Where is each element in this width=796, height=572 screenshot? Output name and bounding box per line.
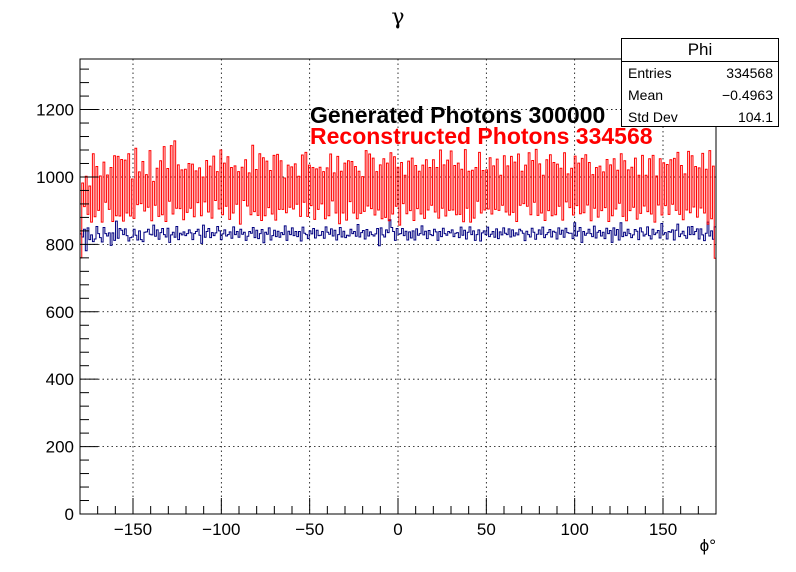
reconstructed-annotation: Reconstructed Photons 334568: [310, 123, 653, 149]
x-tick-label: 100: [560, 520, 588, 539]
x-tick-label: −150: [114, 520, 152, 539]
y-tick-label: 600: [46, 303, 74, 322]
stats-value: 104.1: [737, 109, 773, 125]
series-line-1: [80, 140, 716, 259]
stats-box-title: Phi: [622, 39, 778, 62]
generated-annotation: Generated Photons 300000: [310, 102, 606, 128]
x-tick-label: −100: [202, 520, 240, 539]
x-tick-label: 150: [649, 520, 677, 539]
chart-title: γ: [391, 5, 404, 30]
grid-lines: [80, 59, 716, 514]
y-tick-label: 400: [46, 370, 74, 389]
y-tick-label: 0: [65, 505, 74, 524]
x-tick-label: −50: [295, 520, 324, 539]
stats-value: −0.4963: [722, 87, 773, 103]
axes: −150 −100 −50 0 50 100 150 0 200 400 600 800 1000 120…: [36, 68, 717, 539]
y-tick-label: 1200: [36, 101, 74, 120]
x-tick-label: 50: [477, 520, 496, 539]
stats-box: Phi Entries 334568 Mean −0.4963 Std Dev …: [621, 38, 779, 127]
stats-value: 334568: [726, 65, 773, 81]
series-line-0: [80, 219, 716, 252]
histogram-series: [80, 140, 716, 259]
stats-row-entries: Entries 334568: [622, 62, 778, 84]
x-tick-label: 0: [393, 520, 402, 539]
stats-label: Mean: [628, 87, 664, 103]
stats-row-mean: Mean −0.4963: [622, 84, 778, 106]
x-axis-label: ϕ°: [700, 536, 716, 555]
stats-label: Entries: [628, 65, 672, 81]
stats-label: Std Dev: [628, 109, 678, 125]
y-tick-label: 1000: [36, 168, 74, 187]
stats-row-stddev: Std Dev 104.1: [622, 106, 778, 128]
y-tick-label: 800: [46, 235, 74, 254]
y-tick-label: 200: [46, 438, 74, 457]
